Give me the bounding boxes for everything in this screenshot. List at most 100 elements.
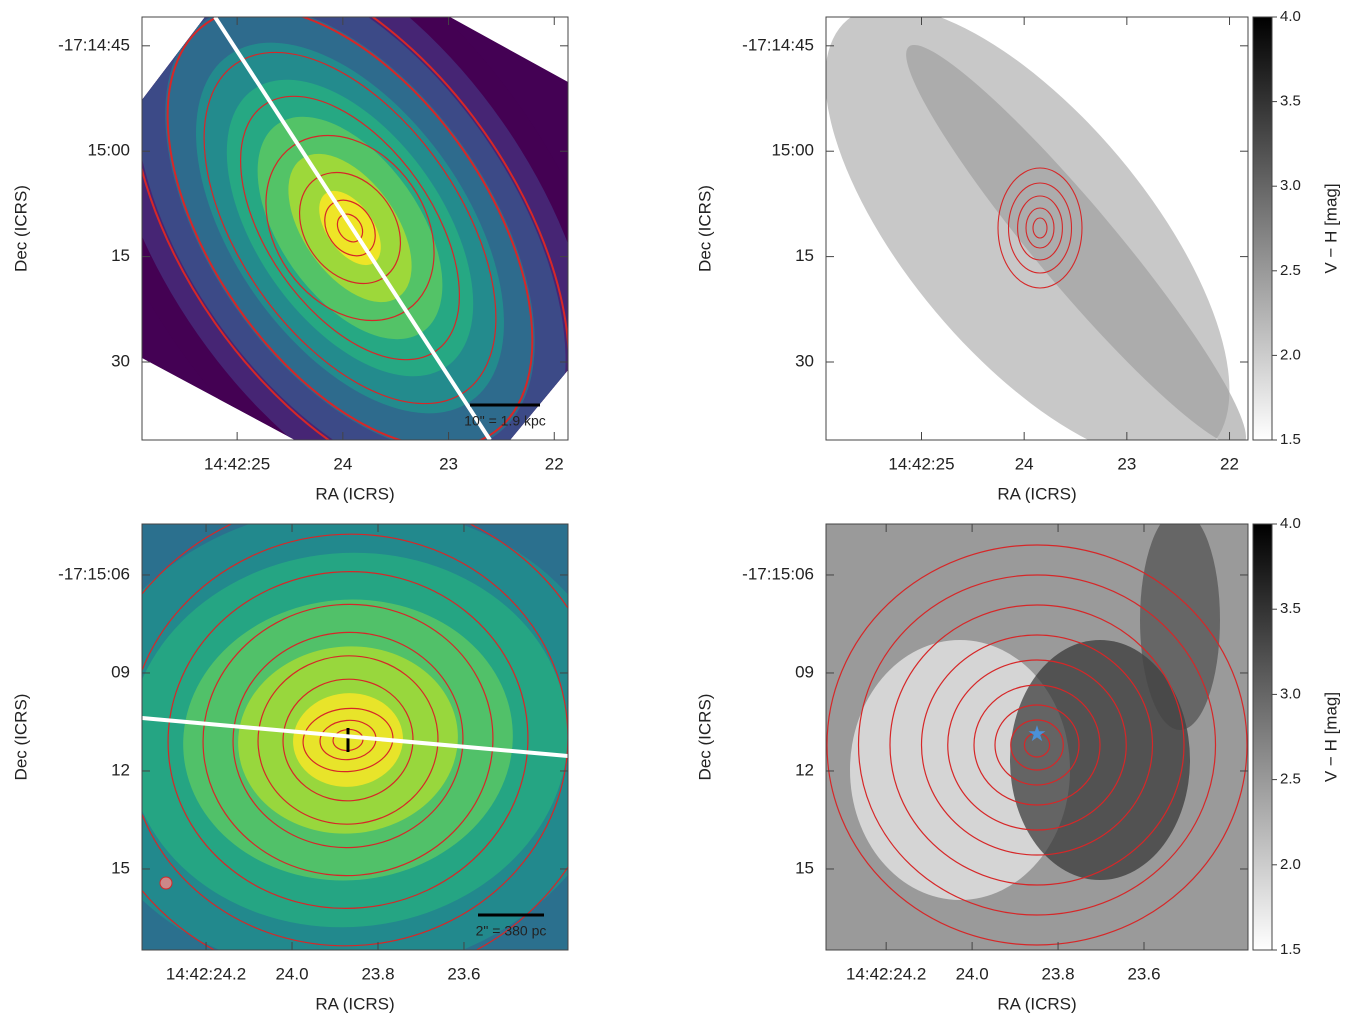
x-tick-label: 14:42:25 [204,454,270,473]
x-tick-label: 24 [333,454,352,473]
x-tick-label: 23.6 [1127,964,1160,983]
colorbar [1252,523,1273,951]
dark [1140,524,1220,730]
x-tick-label: 23.8 [361,964,394,983]
colorbar-tick-label: 3.0 [1280,685,1301,702]
x-tick-label: 22 [1220,454,1239,473]
colorbar-tick-label: 1.5 [1280,941,1301,958]
y-tick-label: 15 [795,858,814,877]
contour [239,95,461,361]
colorbar-tick-label: 4.0 [1280,8,1301,25]
contour [167,571,529,909]
colorbar-label: V − H [mag] [1321,692,1340,782]
contour [203,51,497,405]
colorbar-label: V − H [mag] [1321,183,1340,273]
contour [1010,719,1064,771]
contour [947,659,1127,831]
x-tick-label: 14:42:24.2 [846,964,926,983]
colorbar-tick-label: 3.5 [1280,93,1301,110]
x-tick-label: 24.0 [956,964,989,983]
image [142,524,568,950]
x-tick-label: 23 [1117,454,1136,473]
y-tick-label: 30 [111,351,130,370]
x-tick-label: 23.8 [1042,964,1075,983]
contour [166,17,534,440]
x-tick-label: 24 [1015,454,1034,473]
colorbar [1252,16,1273,441]
x-axis-label: RA (ICRS) [997,484,1076,503]
contour [1032,217,1048,239]
slit [142,716,568,758]
y-axis-label: Dec (ICRS) [695,694,714,781]
y-tick-label: 09 [795,662,814,681]
x-axis-label: RA (ICRS) [315,994,394,1013]
y-tick-label: 15:00 [771,141,814,160]
x-axis-label: RA (ICRS) [315,484,394,503]
y-tick-label: -17:14:45 [742,35,814,54]
y-tick-label: 15 [795,246,814,265]
colorbar-tick-label: 1.5 [1280,431,1301,448]
x-tick-label: 22 [545,454,564,473]
contour [257,655,439,825]
y-tick-label: -17:15:06 [58,564,130,583]
contour [232,631,464,849]
contour [142,533,568,947]
contour [973,684,1101,806]
frame [825,523,1249,951]
y-tick-label: 15 [111,246,130,265]
colorbar-tick-label: 3.5 [1280,600,1301,617]
y-tick-label: 15:00 [87,141,130,160]
scale-bar-label: 10" = 1.9 kpc [464,413,546,429]
y-tick-label: 30 [795,351,814,370]
y-axis-label: Dec (ICRS) [695,185,714,272]
frame [141,16,569,441]
image: ★ [826,524,1248,950]
y-tick-label: 15 [111,858,130,877]
y-tick-label: 09 [111,662,130,681]
y-tick-label: 12 [795,760,814,779]
contour [826,544,1248,946]
image [142,17,568,440]
contour [302,707,394,773]
contour [889,604,1185,886]
contour [1025,207,1055,249]
x-tick-label: 14:42:24.2 [166,964,246,983]
contour [997,167,1083,289]
x-tick-label: 23 [439,454,458,473]
y-axis-label: Dec (ICRS) [11,694,30,781]
scale-bar-label: 2" = 380 pc [476,923,547,939]
colorbar-tick-label: 2.5 [1280,262,1301,279]
y-axis-label: Dec (ICRS) [11,185,30,272]
contour [142,17,568,440]
x-tick-label: 23.6 [447,964,480,983]
contour [1023,732,1051,758]
bright [850,640,1070,900]
colorbar-tick-label: 2.0 [1280,346,1301,363]
image [826,17,1248,440]
star [159,876,173,890]
colorbar-tick-label: 3.0 [1280,177,1301,194]
y-tick-label: 12 [111,760,130,779]
colorbar-tick-label: 4.0 [1280,515,1301,532]
contour [857,574,1217,916]
contour [920,634,1154,856]
y-tick-label: -17:15:06 [742,564,814,583]
x-tick-label: 14:42:25 [888,454,954,473]
frame [141,523,569,951]
colorbar-tick-label: 2.0 [1280,856,1301,873]
x-tick-label: 24.0 [275,964,308,983]
x-axis-label: RA (ICRS) [997,994,1076,1013]
contour [1017,195,1063,261]
dark [1010,640,1190,880]
contour [994,704,1080,786]
contour [1007,182,1073,274]
y-tick-label: -17:14:45 [58,35,130,54]
slit [213,17,492,440]
contour [202,603,494,877]
lane [906,44,1246,440]
colorbar-tick-label: 2.5 [1280,771,1301,788]
contour [282,678,414,802]
star: ★ [1027,721,1047,746]
frame [825,16,1249,441]
